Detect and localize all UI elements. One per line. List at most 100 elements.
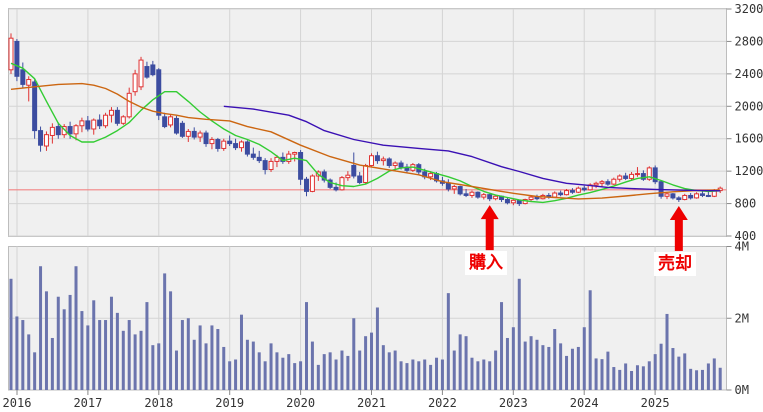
volume-bar <box>251 341 255 390</box>
volume-bar <box>322 354 326 390</box>
volume-bar <box>287 354 291 390</box>
down-candle-body <box>652 167 658 183</box>
price-tick-label: 800 <box>735 197 757 211</box>
volume-bar <box>423 359 427 390</box>
up-candle-body <box>682 194 688 201</box>
volume-tick-label: 0M <box>735 383 749 397</box>
volume-bar <box>33 352 37 390</box>
up-candle-body <box>339 177 345 191</box>
volume-bar <box>565 355 569 390</box>
up-candle-body <box>528 196 534 201</box>
up-candle-body <box>43 134 49 147</box>
volume-bar <box>647 361 651 390</box>
volume-bar <box>334 359 338 390</box>
up-candle-body <box>345 174 351 179</box>
volume-bar <box>630 370 634 390</box>
volume-bar <box>683 353 687 390</box>
up-candle-body <box>91 119 97 130</box>
volume-bar <box>417 361 421 390</box>
volume-bar <box>600 359 604 390</box>
volume-bar <box>44 291 48 390</box>
up-candle-body <box>611 178 617 185</box>
up-candle-body <box>617 175 623 180</box>
down-candle-body <box>457 186 463 195</box>
volume-bar <box>505 337 509 390</box>
down-candle-body <box>333 186 339 191</box>
volume-bar <box>547 346 551 390</box>
volume-bar <box>370 332 374 390</box>
volume-bar <box>328 352 332 390</box>
down-candle-body <box>504 199 510 204</box>
down-candle-body <box>445 182 451 190</box>
volume-bar <box>340 350 344 390</box>
up-candle-body <box>469 191 475 196</box>
down-candle-body <box>14 40 20 77</box>
up-candle-body <box>599 181 605 184</box>
down-candle-body <box>699 193 705 196</box>
volume-bar <box>411 359 415 390</box>
down-candle-body <box>623 175 629 179</box>
down-candle-body <box>227 140 233 145</box>
price-tick-label: 2800 <box>735 34 763 48</box>
up-candle-body <box>238 141 244 149</box>
volume-bar <box>511 327 515 390</box>
year-tick-label: 2019 <box>215 396 244 410</box>
year-tick-label: 2017 <box>73 396 102 410</box>
volume-bar <box>74 266 78 390</box>
up-candle-body <box>79 120 85 127</box>
buy-arrow-icon <box>480 205 499 251</box>
volume-bar <box>429 364 433 390</box>
up-candle-body <box>552 192 558 198</box>
down-candle-body <box>250 153 256 158</box>
up-candle-body <box>73 125 79 135</box>
volume-bar <box>641 366 645 390</box>
short-term-ma-line <box>10 62 721 204</box>
volume-bar <box>86 325 90 390</box>
year-tick-label: 2022 <box>428 396 457 410</box>
down-candle-body <box>321 171 327 181</box>
volume-bar <box>15 316 19 390</box>
volume-bar <box>706 363 710 390</box>
volume-bar <box>305 302 308 390</box>
up-candle-body <box>26 79 32 86</box>
volume-bar <box>174 350 178 390</box>
volume-bar <box>553 329 557 390</box>
volume-bar <box>364 336 368 390</box>
volume-bar <box>198 325 202 390</box>
volume-bar <box>659 343 663 390</box>
down-candle-body <box>32 81 38 132</box>
down-candle-body <box>534 196 540 200</box>
volume-bar <box>582 327 586 390</box>
down-candle-body <box>705 194 711 197</box>
up-candle-body <box>646 167 652 180</box>
down-candle-body <box>256 156 262 162</box>
down-candle-body <box>357 175 363 183</box>
volume-bar <box>381 345 385 390</box>
price-tick-label: 2000 <box>735 99 763 113</box>
volume-bar <box>68 294 72 390</box>
up-candle-body <box>292 151 298 155</box>
down-candle-body <box>97 119 103 127</box>
up-candle-body <box>363 164 369 183</box>
volume-bar <box>695 370 699 390</box>
volume-bar <box>27 334 31 390</box>
volume-bar <box>446 293 450 390</box>
up-candle-body <box>694 193 700 199</box>
up-candle-body <box>493 195 499 200</box>
down-candle-body <box>244 141 250 155</box>
down-candle-body <box>20 69 26 85</box>
year-tick-label: 2024 <box>570 396 599 410</box>
up-candle-body <box>369 155 375 166</box>
volume-bars-layer <box>9 266 722 390</box>
volume-bar <box>98 320 102 390</box>
volume-bar <box>665 313 669 390</box>
volume-bar <box>222 346 226 390</box>
down-candle-body <box>569 190 575 193</box>
year-tick-label: 2016 <box>3 396 32 410</box>
year-tick-label: 2021 <box>357 396 386 410</box>
volume-bar <box>275 352 279 390</box>
volume-bar <box>635 365 639 390</box>
candles-layer <box>8 33 723 207</box>
